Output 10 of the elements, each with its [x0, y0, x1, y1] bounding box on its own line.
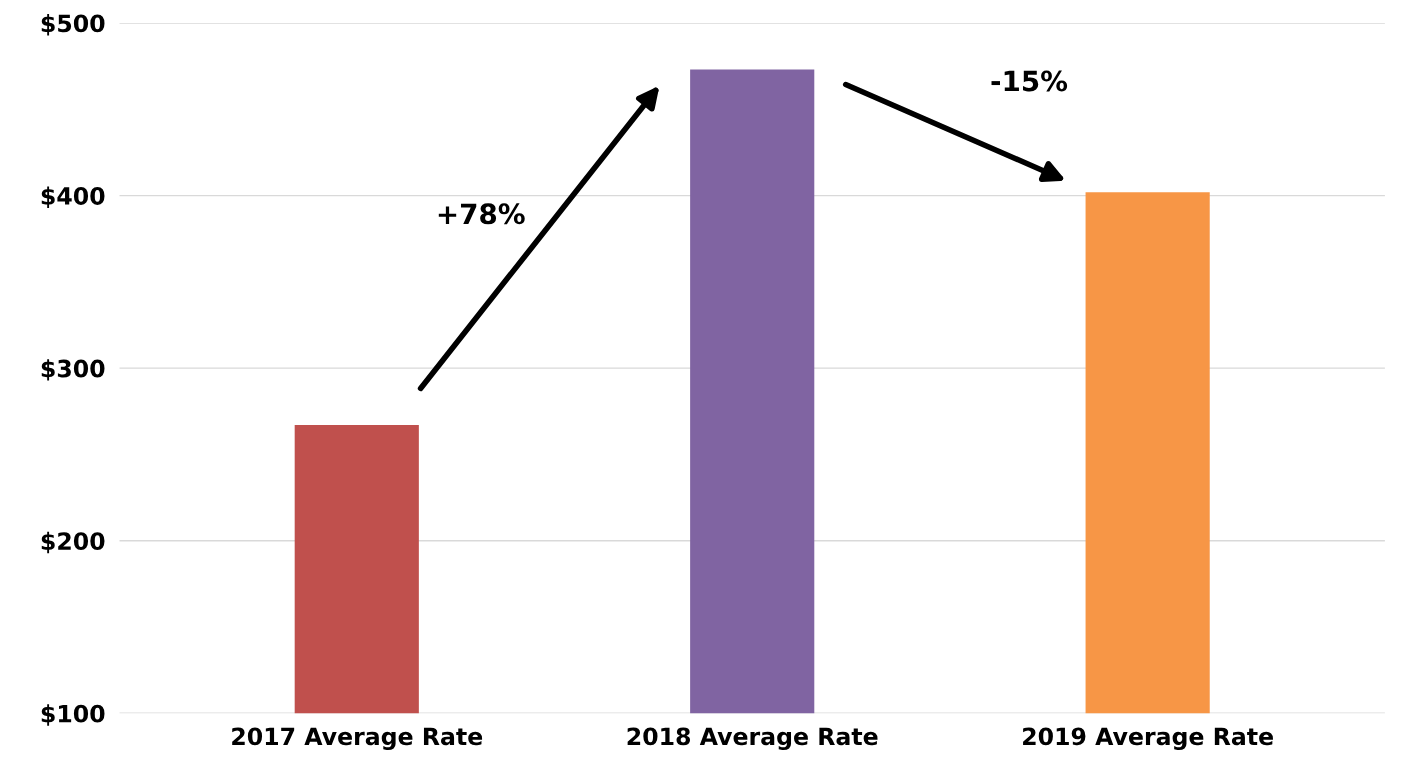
y-tick-label: $500 [41, 14, 105, 36]
x-tick-label: 2018 Average Rate [627, 727, 878, 751]
y-tick-label: $200 [41, 531, 105, 554]
y-tick-label: $100 [41, 704, 105, 726]
y-tick-label: $400 [41, 186, 105, 209]
y-tick-label: $300 [41, 359, 105, 381]
annotation: -15% [991, 70, 1068, 92]
x-tick-label: 2017 Average Rate [232, 727, 483, 751]
annotation: +78% [438, 203, 525, 225]
x-tick-label: 2019 Average Rate [1023, 727, 1273, 751]
